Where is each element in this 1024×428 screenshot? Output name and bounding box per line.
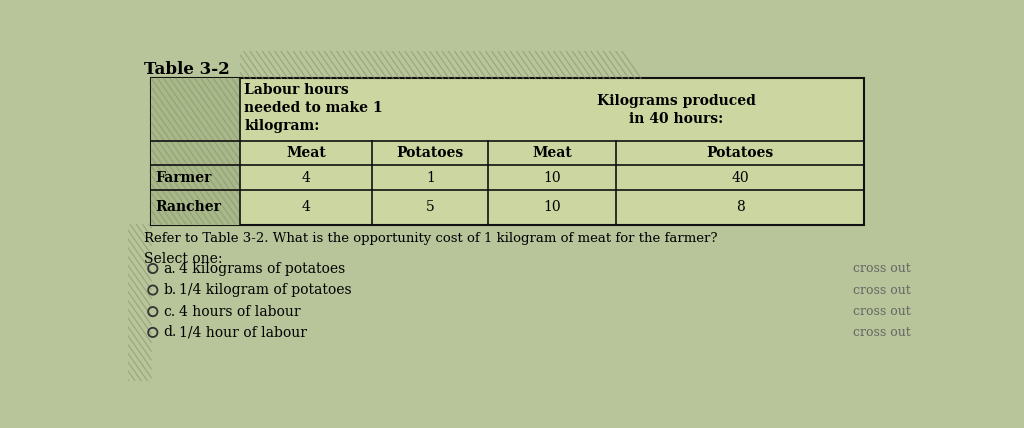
- Text: cross out: cross out: [853, 262, 910, 275]
- Text: Table 3-2: Table 3-2: [143, 61, 229, 77]
- Text: a.: a.: [164, 262, 176, 276]
- Text: 1/4 kilogram of potatoes: 1/4 kilogram of potatoes: [179, 283, 352, 297]
- Text: Potatoes: Potatoes: [707, 146, 774, 160]
- Text: 5: 5: [426, 200, 434, 214]
- Text: Kilograms produced
in 40 hours:: Kilograms produced in 40 hours:: [597, 94, 756, 126]
- Text: c.: c.: [164, 305, 176, 318]
- Text: 1: 1: [426, 171, 434, 184]
- Text: 40: 40: [731, 171, 750, 184]
- Bar: [152, 78, 241, 225]
- Text: 10: 10: [544, 200, 561, 214]
- Text: Farmer: Farmer: [155, 171, 212, 184]
- Text: 4: 4: [302, 200, 310, 214]
- Text: Labour hours
needed to make 1
kilogram:: Labour hours needed to make 1 kilogram:: [245, 83, 383, 133]
- Text: cross out: cross out: [853, 305, 910, 318]
- Text: Rancher: Rancher: [155, 200, 221, 214]
- Text: Potatoes: Potatoes: [396, 146, 464, 160]
- Text: cross out: cross out: [853, 326, 910, 339]
- Text: 10: 10: [544, 171, 561, 184]
- Text: 1/4 hour of labour: 1/4 hour of labour: [179, 325, 307, 339]
- Text: Meat: Meat: [532, 146, 572, 160]
- Bar: [152, 78, 864, 225]
- Text: d.: d.: [164, 325, 177, 339]
- Bar: [152, 78, 241, 225]
- Text: cross out: cross out: [853, 284, 910, 297]
- Text: 4 hours of labour: 4 hours of labour: [179, 305, 301, 318]
- Text: Refer to Table 3-2. What is the opportunity cost of 1 kilogram of meat for the f: Refer to Table 3-2. What is the opportun…: [143, 232, 717, 245]
- Text: b.: b.: [164, 283, 177, 297]
- Text: Select one:: Select one:: [143, 252, 222, 265]
- Text: 8: 8: [736, 200, 744, 214]
- Text: Meat: Meat: [287, 146, 326, 160]
- Text: 4 kilograms of potatoes: 4 kilograms of potatoes: [179, 262, 345, 276]
- Text: 4: 4: [302, 171, 310, 184]
